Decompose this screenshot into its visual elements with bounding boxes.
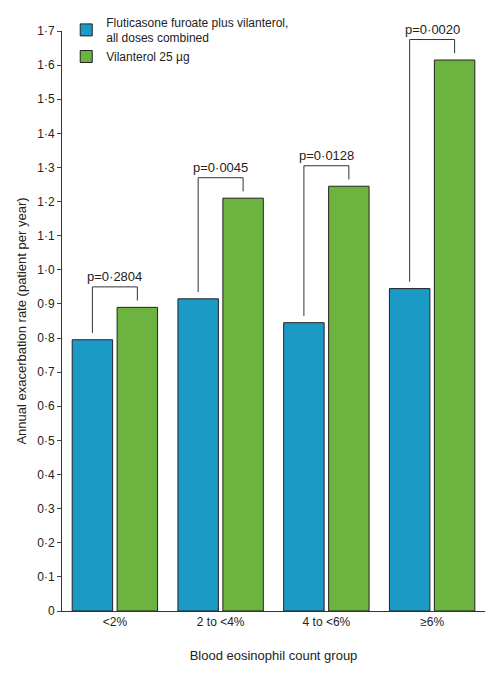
svg-text:2 to <4%: 2 to <4% (197, 615, 245, 629)
svg-text:1·1: 1·1 (37, 229, 55, 243)
svg-text:Blood eosinophil count group: Blood eosinophil count group (190, 648, 358, 663)
svg-text:p=0·0045: p=0·0045 (193, 160, 248, 175)
svg-text:0·1: 0·1 (37, 570, 55, 584)
svg-text:1·5: 1·5 (37, 92, 55, 106)
svg-text:<2%: <2% (103, 615, 128, 629)
svg-text:Annual exacerbation rate (pati: Annual exacerbation rate (patient per ye… (14, 197, 29, 444)
svg-text:1·4: 1·4 (37, 127, 55, 141)
svg-text:0·4: 0·4 (37, 468, 55, 482)
svg-text:0·6: 0·6 (37, 399, 55, 413)
svg-text:Vilanterol 25 µg: Vilanterol 25 µg (106, 50, 189, 64)
svg-text:1·2: 1·2 (37, 195, 55, 209)
svg-text:0·9: 0·9 (37, 297, 55, 311)
svg-text:1·3: 1·3 (37, 161, 55, 175)
svg-text:0·3: 0·3 (37, 502, 55, 516)
svg-text:1·7: 1·7 (37, 24, 55, 38)
svg-text:p=0·0128: p=0·0128 (299, 148, 354, 163)
svg-text:0·7: 0·7 (37, 365, 55, 379)
svg-text:0·8: 0·8 (37, 331, 55, 345)
svg-text:0: 0 (48, 604, 55, 618)
svg-text:4 to <6%: 4 to <6% (303, 615, 351, 629)
svg-text:p=0·2804: p=0·2804 (87, 269, 142, 284)
svg-text:1·6: 1·6 (37, 58, 55, 72)
svg-text:1·0: 1·0 (37, 263, 55, 277)
svg-text:Fluticasone furoate plus vilan: Fluticasone furoate plus vilanterol,all … (106, 16, 288, 46)
svg-text:≥6%: ≥6% (420, 615, 444, 629)
svg-text:0·5: 0·5 (37, 434, 55, 448)
svg-text:0·2: 0·2 (37, 536, 55, 550)
svg-text:p=0·0020: p=0·0020 (405, 22, 460, 37)
